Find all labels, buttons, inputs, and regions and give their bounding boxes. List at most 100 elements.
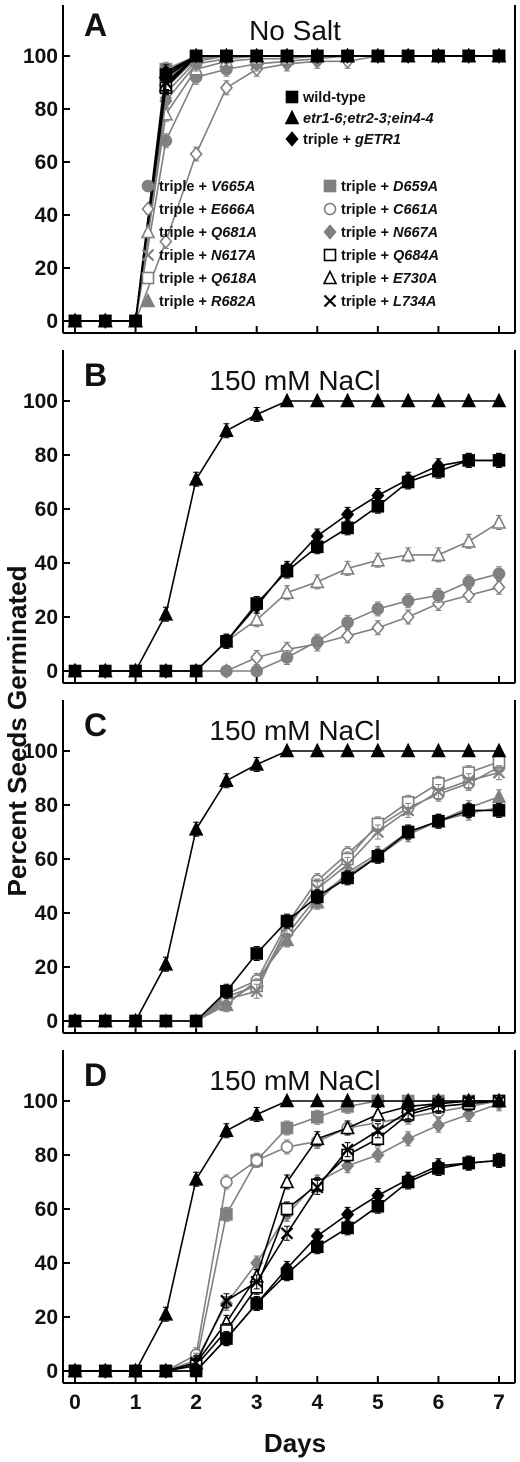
data-point xyxy=(128,1362,143,1378)
data-point xyxy=(158,606,174,621)
legend-entry-Q618A: triple + Q618A xyxy=(141,271,257,287)
panel-label: B xyxy=(84,357,107,393)
data-point xyxy=(371,1200,385,1213)
data-point xyxy=(311,1181,324,1194)
data-point xyxy=(461,47,477,63)
series-wt xyxy=(68,802,506,1028)
data-point xyxy=(309,47,325,63)
y-tick-label: 20 xyxy=(35,606,58,629)
legend-text: etr1-6;etr2-3;ein4-4 xyxy=(303,111,434,127)
y-tick-label: 20 xyxy=(35,1306,58,1329)
data-point xyxy=(341,1206,355,1223)
data-point xyxy=(188,471,204,486)
legend-text: triple + L734A xyxy=(341,294,437,310)
data-point xyxy=(188,821,204,836)
legend-entry-N667A: triple + N667A xyxy=(323,224,438,241)
y-tick-label: 0 xyxy=(46,660,58,683)
series-N617A xyxy=(68,765,506,1028)
data-point xyxy=(219,772,234,788)
y-tick-label: 40 xyxy=(35,1252,58,1275)
panel-title: 150 mM NaCl xyxy=(209,365,380,396)
data-point xyxy=(158,63,174,79)
data-point xyxy=(431,1117,445,1134)
data-point xyxy=(220,984,233,998)
data-point xyxy=(341,871,354,885)
y-tick-label: 0 xyxy=(46,310,58,333)
data-point xyxy=(401,825,415,839)
data-point xyxy=(279,742,295,758)
data-point xyxy=(220,634,233,648)
data-point xyxy=(249,1106,265,1121)
data-point xyxy=(370,742,386,758)
data-point xyxy=(400,392,416,408)
series-line xyxy=(75,796,500,1022)
data-point xyxy=(461,392,477,408)
data-point xyxy=(128,1012,143,1028)
panel-label: A xyxy=(84,7,107,43)
legend-text: triple + Q618A xyxy=(159,271,257,287)
panel-C: 0 20 40 60 80 100 C 150 mM NaCl xyxy=(23,700,516,1034)
data-point xyxy=(340,742,355,758)
data-point xyxy=(97,1012,113,1028)
panel-B: 0 20 40 60 80 100 B 150 mM NaCl xyxy=(23,350,516,684)
data-point xyxy=(250,649,264,666)
legend-text: triple + Q681A xyxy=(159,225,257,241)
legend-entry-L734A: triple + L734A xyxy=(323,294,437,310)
legend-text: triple + D659A xyxy=(341,179,438,195)
data-point xyxy=(97,312,113,328)
panel-title: 150 mM NaCl xyxy=(209,1065,380,1096)
data-point xyxy=(431,742,446,758)
y-tick-label: 80 xyxy=(35,98,58,121)
legend-text: triple + gETR1 xyxy=(303,132,401,148)
data-point xyxy=(431,392,446,408)
data-point xyxy=(250,947,264,960)
data-point xyxy=(188,1171,204,1186)
data-point xyxy=(280,564,294,578)
data-point xyxy=(67,312,83,328)
data-point xyxy=(431,47,446,63)
y-tick-label: 80 xyxy=(35,444,58,467)
data-point xyxy=(400,1092,416,1108)
legend-marker xyxy=(140,223,156,239)
y-tick-label: 20 xyxy=(35,956,58,979)
data-point xyxy=(279,584,295,600)
series-triple xyxy=(67,47,507,328)
data-point xyxy=(370,1092,386,1108)
data-point xyxy=(280,1202,294,1216)
y-tick-label: 80 xyxy=(35,1144,58,1167)
data-point xyxy=(97,1362,113,1378)
y-tick-label: 100 xyxy=(23,45,58,68)
y-tick-label: 0 xyxy=(46,1360,58,1383)
y-tick-label: 60 xyxy=(35,498,58,521)
data-point xyxy=(249,47,265,63)
legend-marker xyxy=(323,248,337,262)
legend-marker xyxy=(141,248,155,262)
series-line xyxy=(75,400,499,672)
legend-entry-wt: wild-type xyxy=(285,90,366,106)
data-point xyxy=(310,540,324,554)
data-point xyxy=(220,1332,233,1345)
data-point xyxy=(491,514,507,529)
data-point xyxy=(401,475,415,489)
series-triple xyxy=(67,1092,507,1378)
data-point xyxy=(279,47,295,63)
series-V665A xyxy=(68,566,506,678)
legend-entry-E730A: triple + E730A xyxy=(322,269,437,287)
series-triple xyxy=(67,392,507,678)
data-point xyxy=(462,774,475,787)
x-tick-label: 4 xyxy=(311,1391,323,1414)
data-point xyxy=(432,1162,445,1175)
y-tick-label: 40 xyxy=(35,552,58,575)
y-tick-label: 20 xyxy=(35,257,58,280)
data-point xyxy=(249,406,265,421)
data-point xyxy=(462,575,476,589)
data-point xyxy=(462,587,476,604)
x-tick-label: 2 xyxy=(190,1391,202,1414)
data-point xyxy=(250,1154,264,1167)
panel-label: D xyxy=(84,1057,107,1093)
data-point xyxy=(491,1092,507,1108)
panel-D: 0 20 40 60 80 100 0 1 2 3 4 5 6 7 D 150 mM NaCl xyxy=(23,1050,516,1414)
legend-marker xyxy=(322,269,338,285)
legend-text: triple + Q684A xyxy=(341,248,439,264)
